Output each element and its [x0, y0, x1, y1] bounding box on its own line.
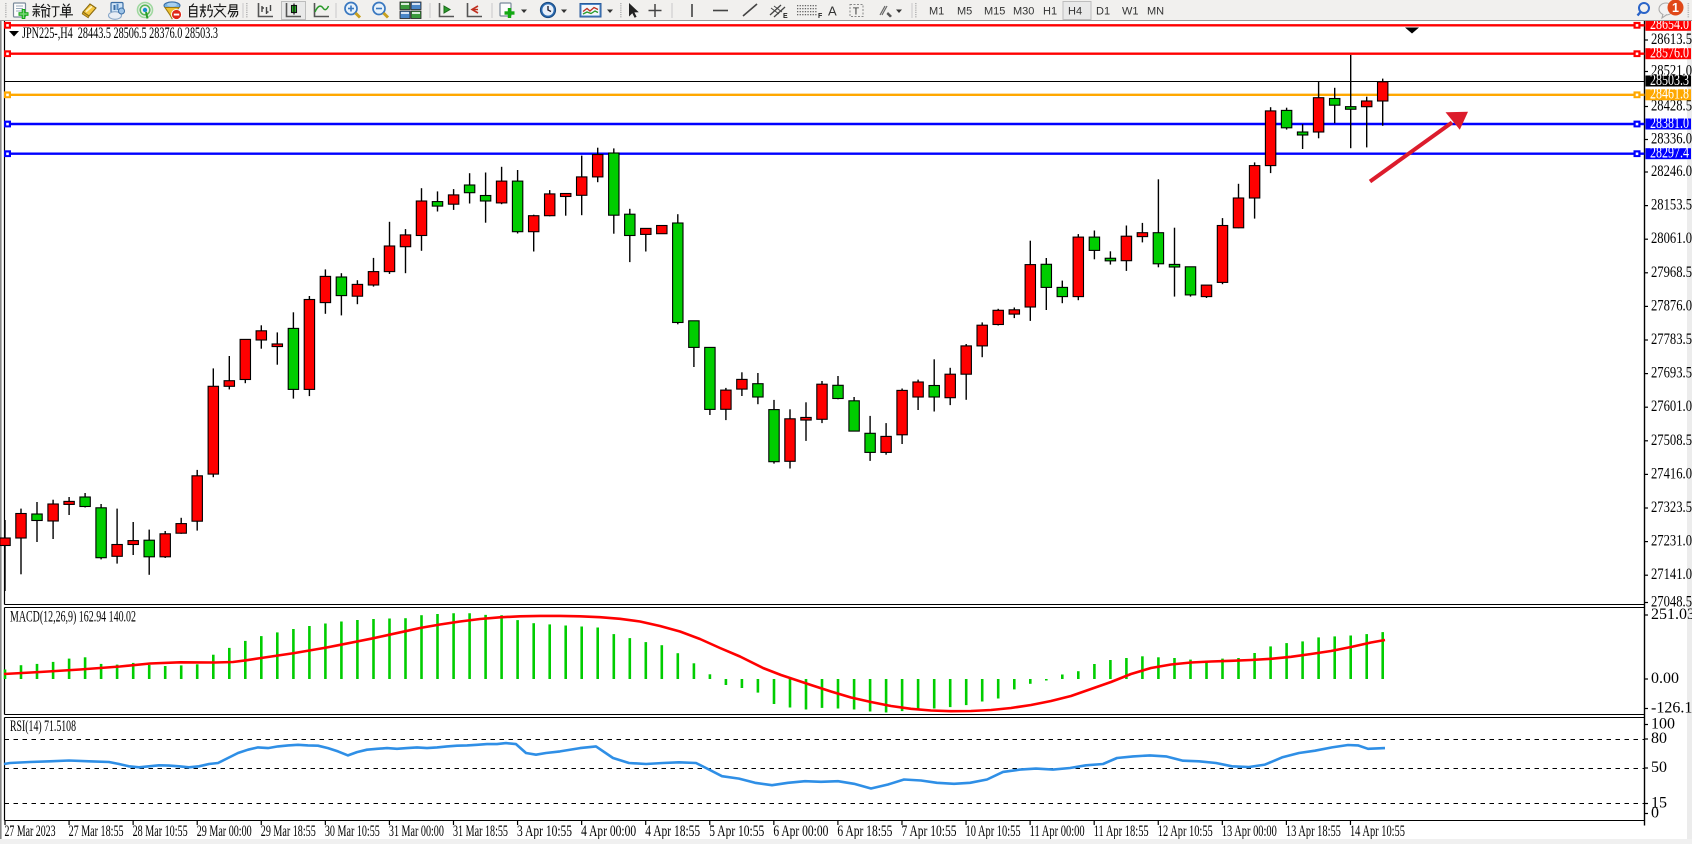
svg-text:M5: M5 [957, 6, 972, 18]
svg-text:M30: M30 [1013, 6, 1034, 18]
svg-text:27 Mar 2023: 27 Mar 2023 [5, 823, 56, 840]
svg-text:27693.5: 27693.5 [1651, 365, 1692, 382]
svg-text:27783.5: 27783.5 [1651, 331, 1692, 348]
svg-text:1: 1 [1672, 1, 1679, 15]
svg-text:27876.0: 27876.0 [1651, 297, 1692, 314]
svg-text:28576.0: 28576.0 [1650, 45, 1689, 62]
svg-text:27601.0: 27601.0 [1651, 398, 1692, 415]
svg-text:28521.0: 28521.0 [1651, 63, 1692, 80]
svg-text:RSI(14) 71.5108: RSI(14) 71.5108 [10, 718, 76, 735]
svg-text:14 Apr 10:55: 14 Apr 10:55 [1350, 823, 1405, 840]
svg-text:E: E [783, 13, 788, 20]
svg-text:27231.0: 27231.0 [1651, 533, 1692, 550]
svg-text:28153.5: 28153.5 [1651, 197, 1692, 214]
svg-text:12 Apr 10:55: 12 Apr 10:55 [1158, 823, 1213, 840]
svg-text:-126.16: -126.16 [1651, 700, 1692, 717]
svg-text:D1: D1 [1096, 6, 1110, 18]
svg-text:29 Mar 18:55: 29 Mar 18:55 [261, 823, 316, 840]
svg-text:28061.0: 28061.0 [1651, 230, 1692, 247]
svg-text:6 Apr 18:55: 6 Apr 18:55 [837, 823, 892, 840]
svg-text:28461.8: 28461.8 [1650, 86, 1689, 103]
svg-text:3 Apr 10:55: 3 Apr 10:55 [517, 823, 572, 840]
svg-text:MN: MN [1147, 6, 1164, 18]
svg-text:27416.0: 27416.0 [1651, 465, 1692, 482]
svg-text:251.03: 251.03 [1651, 606, 1692, 623]
svg-text:F: F [818, 13, 823, 20]
svg-text:6 Apr 00:00: 6 Apr 00:00 [773, 823, 828, 840]
svg-text:T: T [853, 6, 860, 18]
svg-text:27968.5: 27968.5 [1651, 264, 1692, 281]
svg-text:4 Apr 00:00: 4 Apr 00:00 [581, 823, 636, 840]
svg-text:31 Mar 00:00: 31 Mar 00:00 [389, 823, 444, 840]
svg-text:11 Apr 18:55: 11 Apr 18:55 [1094, 823, 1149, 840]
svg-text:27141.0: 27141.0 [1651, 566, 1692, 583]
svg-text:4 Apr 18:55: 4 Apr 18:55 [645, 823, 700, 840]
svg-text:MACD(12,26,9) 162.94 140.02: MACD(12,26,9) 162.94 140.02 [10, 608, 136, 625]
svg-text:10 Apr 10:55: 10 Apr 10:55 [966, 823, 1021, 840]
svg-text:0.00: 0.00 [1651, 670, 1679, 687]
svg-text:5 Apr 10:55: 5 Apr 10:55 [709, 823, 764, 840]
svg-text:27048.5: 27048.5 [1651, 594, 1692, 611]
svg-text:7 Apr 10:55: 7 Apr 10:55 [901, 823, 956, 840]
svg-text:28381.0: 28381.0 [1650, 115, 1689, 132]
svg-text:13 Apr 18:55: 13 Apr 18:55 [1286, 823, 1341, 840]
svg-text:28428.5: 28428.5 [1651, 98, 1692, 115]
svg-text:13 Apr 00:00: 13 Apr 00:00 [1222, 823, 1277, 840]
svg-text:15: 15 [1651, 795, 1667, 812]
svg-text:30 Mar 10:55: 30 Mar 10:55 [325, 823, 380, 840]
svg-text:M15: M15 [984, 6, 1005, 18]
svg-text:M1: M1 [929, 6, 944, 18]
svg-text:80: 80 [1651, 730, 1667, 747]
svg-text:28 Mar 10:55: 28 Mar 10:55 [133, 823, 188, 840]
svg-text:H1: H1 [1043, 6, 1057, 18]
svg-text:W1: W1 [1122, 6, 1139, 18]
svg-text:28246.0: 28246.0 [1651, 163, 1692, 180]
svg-text:100: 100 [1651, 716, 1675, 733]
svg-text:28297.4: 28297.4 [1650, 145, 1689, 162]
svg-text:JPN225-,H4 28443.5 28506.5 28: JPN225-,H4 28443.5 28506.5 28376.0 28503… [22, 25, 218, 42]
svg-text:27323.5: 27323.5 [1651, 499, 1692, 516]
svg-text:27508.5: 27508.5 [1651, 432, 1692, 449]
svg-text:31 Mar 18:55: 31 Mar 18:55 [453, 823, 508, 840]
svg-text:28503.3: 28503.3 [1650, 72, 1689, 89]
svg-text:A: A [828, 4, 837, 19]
svg-text:50: 50 [1651, 759, 1667, 776]
svg-text:0: 0 [1651, 805, 1659, 822]
svg-text:29 Mar 00:00: 29 Mar 00:00 [197, 823, 252, 840]
svg-text:28613.5: 28613.5 [1651, 31, 1692, 48]
svg-text:11 Apr 00:00: 11 Apr 00:00 [1030, 823, 1085, 840]
svg-text:28336.0: 28336.0 [1651, 131, 1692, 148]
svg-text:27 Mar 18:55: 27 Mar 18:55 [69, 823, 124, 840]
svg-text:H4: H4 [1068, 6, 1082, 18]
